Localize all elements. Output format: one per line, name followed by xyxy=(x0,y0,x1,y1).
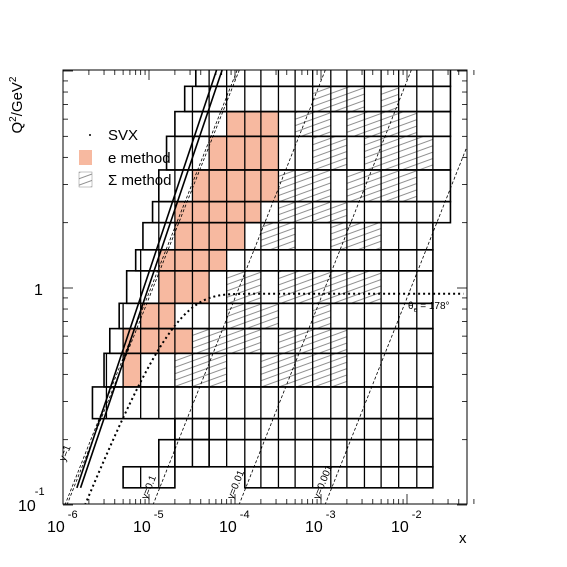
e-method-bin xyxy=(140,303,175,329)
x-tick-label: 10-3 xyxy=(305,509,336,536)
e-method-bins xyxy=(123,111,279,387)
legend-sigma-method-label: Σ method xyxy=(108,172,171,189)
legend-sigma-method-swatch xyxy=(78,171,93,188)
legend: SVX e method Σ method xyxy=(78,127,171,189)
x-tick-labels: 10-6 10-5 10-4 10-3 10-2 xyxy=(47,509,422,536)
svx-bin-row xyxy=(205,27,450,54)
sigma-method-bin xyxy=(312,86,365,112)
x-tick-label: 10-4 xyxy=(219,509,250,536)
theta-label: θe = 178° xyxy=(408,301,450,314)
sigma-method-bin xyxy=(312,303,331,329)
y-axis-label: Q2/GeV2 xyxy=(8,76,26,133)
e-method-bin xyxy=(226,111,279,137)
sigma-method-bin xyxy=(346,111,417,137)
x-tick-label: 10-2 xyxy=(391,509,422,536)
x-tick-label: 10-5 xyxy=(133,509,164,536)
sigma-method-bin xyxy=(381,86,399,112)
sigma-method-bin xyxy=(260,353,347,387)
svx-bin-row xyxy=(194,70,452,88)
e-method-bin xyxy=(174,201,261,223)
legend-svx-marker xyxy=(89,134,91,136)
sigma-method-bin xyxy=(226,303,279,329)
legend-e-method-swatch xyxy=(79,150,92,165)
theta-curve-line xyxy=(84,292,464,504)
y-lines xyxy=(64,70,467,504)
y-tick-label-0.1: 10-1 xyxy=(18,486,45,515)
theta-curve xyxy=(84,292,464,504)
x-tick-label: 10-6 xyxy=(47,509,78,536)
y-line xyxy=(66,70,240,504)
x-axis-label: x xyxy=(459,530,467,547)
e-method-bin xyxy=(192,169,279,202)
legend-e-method-label: e method xyxy=(108,150,171,167)
y-line xyxy=(64,70,238,504)
svx-bin-grid xyxy=(76,27,452,489)
e-method-bin xyxy=(158,270,210,304)
sigma-method-bin xyxy=(346,169,417,202)
sigma-method-bin xyxy=(278,169,331,202)
y-line xyxy=(238,70,412,504)
e-method-bin xyxy=(174,222,245,250)
e-method-bin xyxy=(123,353,141,387)
sigma-method-bin xyxy=(312,136,347,170)
sigma-method-bin xyxy=(174,353,227,387)
e-method-bin xyxy=(209,136,279,170)
svx-bin-row xyxy=(122,465,176,489)
sigma-method-bin xyxy=(330,222,382,250)
y-tick-label-1: 1 xyxy=(34,282,43,299)
kinematic-boundary xyxy=(79,70,223,489)
legend-svx-label: SVX xyxy=(108,127,138,144)
y-line xyxy=(152,70,326,504)
axis-ticks xyxy=(62,70,475,506)
